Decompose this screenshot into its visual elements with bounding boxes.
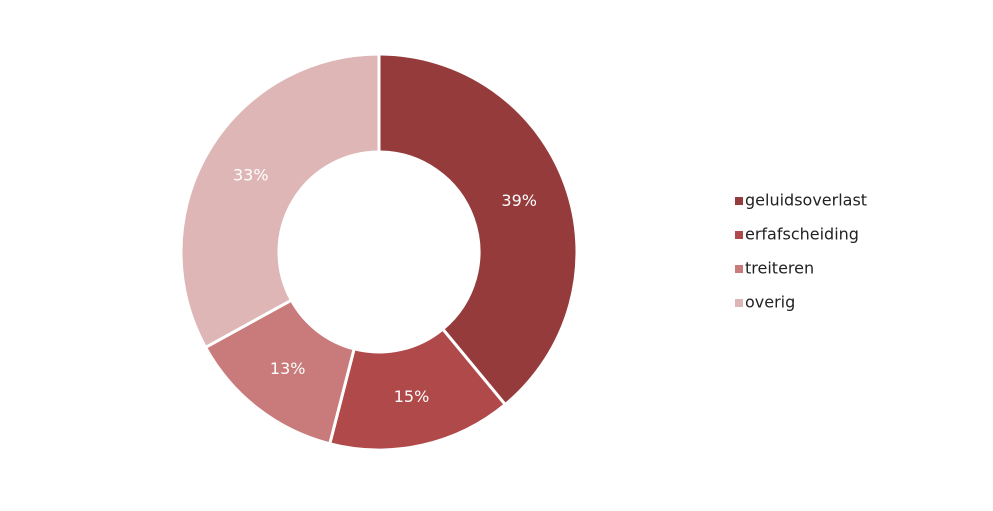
legend-label: erfafscheiding <box>745 225 859 244</box>
legend-label: geluidsoverlast <box>745 191 867 210</box>
legend-swatch <box>735 299 743 307</box>
legend-swatch <box>735 265 743 273</box>
donut-slice <box>377 52 579 407</box>
data-label: 15% <box>394 387 430 406</box>
donut-slice <box>179 52 381 350</box>
legend-swatch <box>735 231 743 239</box>
data-label: 39% <box>501 191 537 210</box>
data-label: 13% <box>270 359 306 378</box>
data-label: 33% <box>233 166 269 185</box>
legend-swatch <box>735 197 743 205</box>
legend-label: treiteren <box>745 259 814 278</box>
legend-label: overig <box>745 293 795 312</box>
